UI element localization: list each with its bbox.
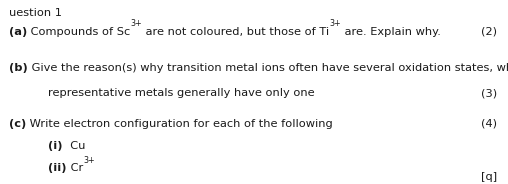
Text: representative metals generally have only one: representative metals generally have onl…	[48, 88, 315, 98]
Text: Write electron configuration for each of the following: Write electron configuration for each of…	[26, 119, 333, 129]
Text: Cu: Cu	[63, 141, 85, 151]
Text: (4): (4)	[481, 119, 497, 129]
Text: are. Explain why.: are. Explain why.	[341, 27, 441, 37]
Text: Give the reason(s) why transition metal ions often have several oxidation states: Give the reason(s) why transition metal …	[28, 63, 508, 73]
Text: (c): (c)	[9, 119, 26, 129]
Text: (b): (b)	[9, 63, 28, 73]
Text: 3+: 3+	[131, 19, 142, 28]
Text: (2): (2)	[481, 27, 497, 37]
Text: (i): (i)	[48, 141, 63, 151]
Text: Compounds of Sc: Compounds of Sc	[27, 27, 131, 37]
Text: uestion 1: uestion 1	[9, 8, 62, 18]
Text: Cr: Cr	[67, 164, 83, 174]
Text: (3): (3)	[481, 88, 497, 98]
Text: 3+: 3+	[329, 19, 341, 28]
Text: 3+: 3+	[83, 156, 94, 165]
Text: (ii): (ii)	[48, 164, 67, 174]
Text: are not coloured, but those of Ti: are not coloured, but those of Ti	[142, 27, 329, 37]
Text: (a): (a)	[9, 27, 27, 37]
Text: [q]: [q]	[481, 172, 497, 182]
